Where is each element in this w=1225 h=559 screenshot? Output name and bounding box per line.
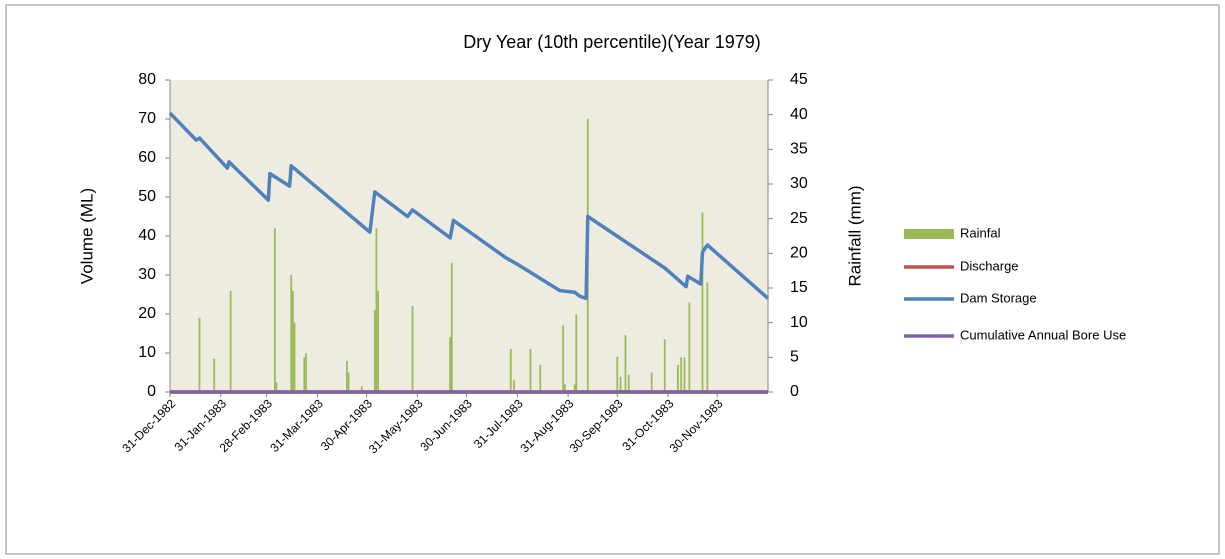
rain-bar xyxy=(562,325,565,392)
y-tick-label: 60 xyxy=(138,149,156,166)
y2-tick-label: 0 xyxy=(790,383,799,400)
y-tick-label: 20 xyxy=(138,305,156,322)
y-tick-label: 10 xyxy=(138,344,156,361)
rain-bar xyxy=(616,356,619,392)
legend-label: Dam Storage xyxy=(960,290,1037,305)
rain-bar xyxy=(509,349,512,392)
rain-bar xyxy=(275,382,278,392)
chart-title: Dry Year (10th percentile)(Year 1979) xyxy=(463,32,761,52)
rain-bar xyxy=(346,360,348,392)
rain-bar xyxy=(650,372,653,392)
rain-bar xyxy=(305,353,307,392)
y2-tick-label: 20 xyxy=(790,245,808,262)
y-tick-label: 80 xyxy=(138,71,156,88)
rain-bar xyxy=(229,290,232,392)
rain-bar xyxy=(701,212,704,392)
plot-area xyxy=(170,80,768,392)
rain-bar xyxy=(290,274,293,392)
y-tick-label: 40 xyxy=(138,227,156,244)
y2-tick-label: 40 xyxy=(790,106,808,123)
legend-label: Rainfal xyxy=(960,225,1001,240)
y-tick-label: 30 xyxy=(138,266,156,283)
rain-bar xyxy=(563,384,566,392)
rain-bar xyxy=(573,384,576,392)
y2-tick-label: 35 xyxy=(790,141,808,158)
rain-bar xyxy=(360,386,363,392)
rain-bar xyxy=(375,228,378,392)
rain-bar xyxy=(663,339,666,392)
y2-tick-label: 15 xyxy=(790,279,808,296)
rain-bar xyxy=(449,337,452,392)
y2-tick-label: 25 xyxy=(790,210,808,227)
y2-axis-label: Rainfall (mm) xyxy=(845,185,864,286)
rain-bar xyxy=(683,357,686,392)
series-line xyxy=(168,111,770,301)
y-tick-label: 70 xyxy=(138,110,156,127)
rain-bar xyxy=(627,374,630,392)
rain-bar xyxy=(293,322,296,392)
rain-bar xyxy=(624,335,627,392)
legend-label: Cumulative Annual Bore Use xyxy=(960,327,1126,342)
rain-bar xyxy=(450,263,453,392)
rain-bar xyxy=(273,228,276,392)
legend-label: Discharge xyxy=(960,258,1019,273)
y2-tick-label: 30 xyxy=(790,175,808,192)
rain-bar xyxy=(198,317,201,392)
rain-bar xyxy=(411,306,414,392)
rain-bar xyxy=(706,282,709,392)
y-tick-label: 0 xyxy=(147,383,156,400)
rain-bar xyxy=(373,310,376,392)
y2-tick-label: 10 xyxy=(790,314,808,331)
rain-bar xyxy=(529,349,532,392)
rain-bar xyxy=(213,358,216,392)
rain-bar xyxy=(377,290,379,392)
legend-swatch xyxy=(904,229,954,239)
rain-bar xyxy=(513,380,515,392)
rain-bar xyxy=(619,376,622,392)
y2-tick-label: 5 xyxy=(790,349,799,366)
rain-bar xyxy=(303,357,306,392)
rain-bar xyxy=(688,302,691,392)
y-axis-label: Volume (ML) xyxy=(77,188,96,284)
rain-bar xyxy=(680,357,683,392)
y2-tick-label: 45 xyxy=(790,71,808,88)
rain-bar xyxy=(347,372,350,392)
rain-bar xyxy=(291,290,294,392)
y-tick-label: 50 xyxy=(138,188,156,205)
rain-bar xyxy=(575,314,578,392)
rain-bar xyxy=(539,364,542,392)
rain-bar xyxy=(676,364,679,392)
